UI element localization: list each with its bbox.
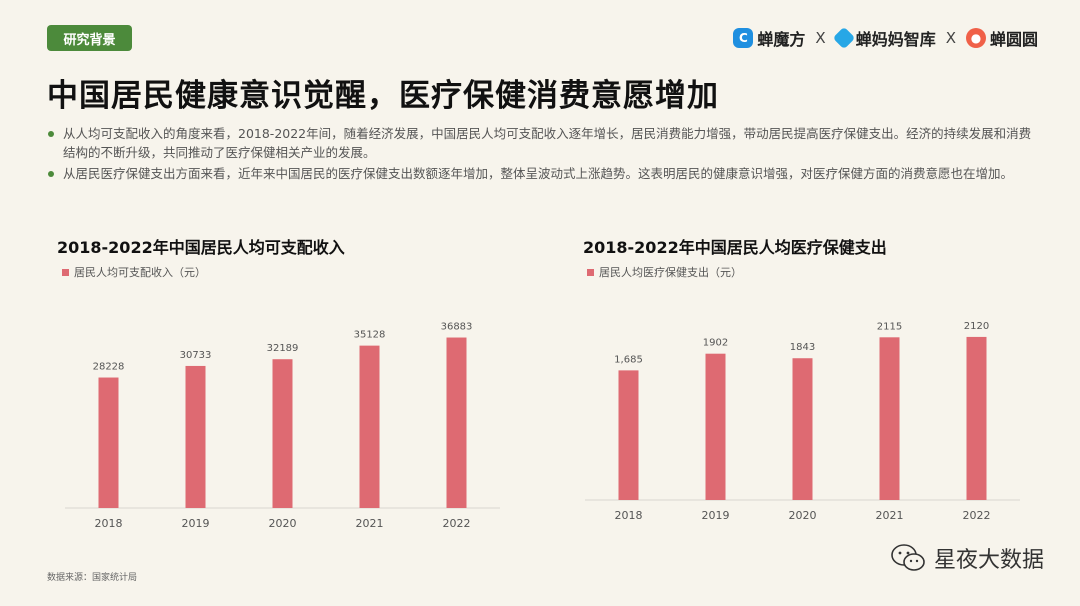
x-tick-label: 2018 xyxy=(95,517,123,530)
data-label: 30733 xyxy=(180,350,212,361)
bullet-list: 从人均可支配收入的角度来看，2018-2022年间，随着经济发展，中国居民人均可… xyxy=(47,124,1037,185)
legend-swatch xyxy=(62,268,69,276)
logo-chanmofang: C 蝉魔方 xyxy=(733,26,805,50)
data-label: 1843 xyxy=(790,342,815,353)
bar-2022 xyxy=(966,336,987,500)
bullet-item: 从人均可支配收入的角度来看，2018-2022年间，随着经济发展，中国居民人均可… xyxy=(47,124,1037,162)
partner-logos: C 蝉魔方 X 蝉妈妈智库 X ● 蝉圆圆 xyxy=(733,24,1038,52)
data-label: 36883 xyxy=(441,322,473,333)
chanmofang-logo-icon: C xyxy=(733,28,754,48)
chanyuanyuan-logo-icon: ● xyxy=(965,28,986,48)
data-label: 35128 xyxy=(354,330,386,341)
bar-2022 xyxy=(446,337,467,508)
x-tick-label: 2019 xyxy=(702,509,730,522)
data-source: 数据来源：国家统计局 xyxy=(47,573,138,583)
data-label: 1,685 xyxy=(614,354,643,365)
section-tag: 研究背景 xyxy=(47,25,132,51)
data-label: 1902 xyxy=(703,338,728,349)
bar-2020 xyxy=(792,358,813,500)
bar-2020 xyxy=(272,359,293,508)
x-tick-label: 2020 xyxy=(269,517,297,530)
wechat-icon xyxy=(891,544,925,571)
x-tick-label: 2022 xyxy=(443,517,471,530)
x-tick-label: 2022 xyxy=(963,509,991,522)
bar-2021 xyxy=(879,337,900,500)
x-tick-label: 2020 xyxy=(789,509,817,522)
data-label: 28228 xyxy=(93,362,125,373)
bullet-item: 从居民医疗保健支出方面来看，近年来中国居民的医疗保健支出数额逐年增加，整体呈波动… xyxy=(47,164,1037,183)
watermark-text: 星夜大数据 xyxy=(933,548,1044,573)
legend-label: 居民人均可支配收入（元） xyxy=(74,266,206,279)
data-label: 32189 xyxy=(267,343,299,354)
x-tick-label: 2019 xyxy=(182,517,210,530)
legend-label: 居民人均医疗保健支出（元） xyxy=(599,266,742,279)
x-tick-label: 2021 xyxy=(356,517,384,530)
bar-2019 xyxy=(185,365,206,508)
data-label: 2120 xyxy=(964,321,989,332)
bar-2018 xyxy=(618,370,639,500)
logo-chanmama: 蝉妈妈智库 xyxy=(832,26,936,50)
chart-title-income: 2018-2022年中国居民人均可支配收入 xyxy=(57,238,345,257)
logo-chanyuanyuan: ● 蝉圆圆 xyxy=(965,26,1038,50)
legend-healthcare: 居民人均医疗保健支出（元） xyxy=(587,264,742,280)
legend-income: 居民人均可支配收入（元） xyxy=(62,264,206,280)
data-label: 2115 xyxy=(877,321,902,332)
bar-2018 xyxy=(98,377,119,508)
bar-2021 xyxy=(359,345,380,508)
logo-separator: X xyxy=(945,29,956,47)
logo-separator: X xyxy=(815,29,826,47)
logo-label: 蝉妈妈智库 xyxy=(855,30,936,49)
x-tick-label: 2018 xyxy=(615,509,643,522)
chart-title-healthcare: 2018-2022年中国居民人均医疗保健支出 xyxy=(583,238,887,257)
logo-label: 蝉圆圆 xyxy=(989,30,1038,49)
watermark: 星夜大数据 xyxy=(890,542,1044,574)
legend-swatch xyxy=(587,268,594,276)
page-title: 中国居民健康意识觉醒，医疗保健消费意愿增加 xyxy=(47,78,719,114)
logo-label: 蝉魔方 xyxy=(757,30,806,49)
x-tick-label: 2021 xyxy=(876,509,904,522)
bar-2019 xyxy=(705,353,726,500)
